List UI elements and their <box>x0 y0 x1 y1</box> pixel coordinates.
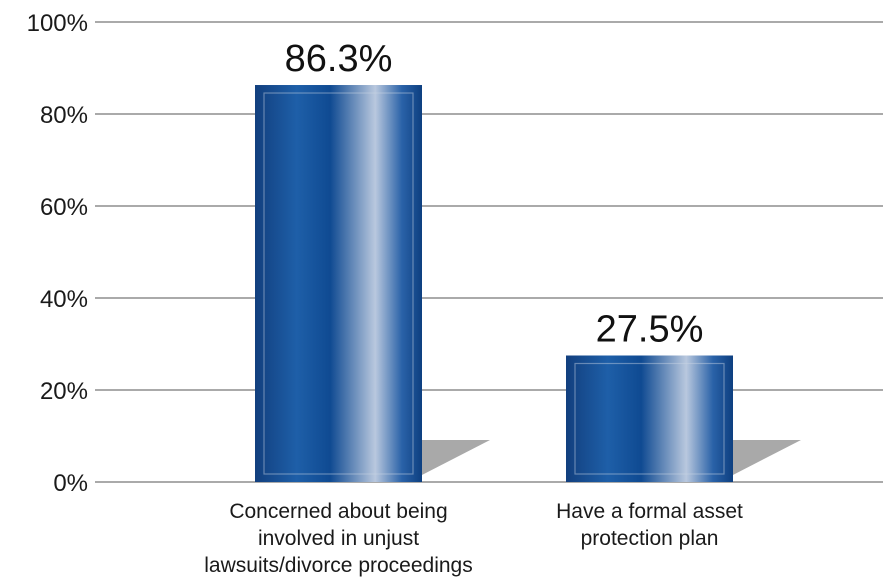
category-label-0-line-0: Concerned about being <box>229 500 447 523</box>
data-label-0: 86.3% <box>285 38 393 80</box>
bar-0 <box>255 85 422 483</box>
data-labels: 86.3% 27.5% <box>285 38 704 350</box>
y-tick-label-100: 100% <box>27 10 88 37</box>
category-labels: Concerned about being involved in unjust l… <box>204 500 743 577</box>
bar-bevel-1 <box>574 362 725 475</box>
bar-shadow-0 <box>420 440 490 476</box>
bar-shadow-1 <box>731 440 801 476</box>
category-label-0-line-1: involved in unjust <box>258 527 419 550</box>
y-axis-ticks: 0% 20% 40% 60% 80% 100% <box>27 10 88 497</box>
bars <box>255 85 733 483</box>
bar-bevel-0 <box>263 92 414 475</box>
y-tick-label-20: 20% <box>40 378 88 405</box>
category-label-1-line-1: protection plan <box>581 527 719 550</box>
y-tick-label-40: 40% <box>40 286 88 313</box>
data-label-1: 27.5% <box>596 309 704 351</box>
y-tick-label-0: 0% <box>53 470 88 497</box>
y-tick-label-80: 80% <box>40 102 88 129</box>
gridlines <box>95 21 883 483</box>
category-label-1-line-0: Have a formal asset <box>556 500 743 523</box>
bar-shadows <box>420 440 801 476</box>
y-tick-label-60: 60% <box>40 194 88 221</box>
bar-1 <box>566 355 733 482</box>
category-label-0-line-2: lawsuits/divorce proceedings <box>204 554 472 577</box>
